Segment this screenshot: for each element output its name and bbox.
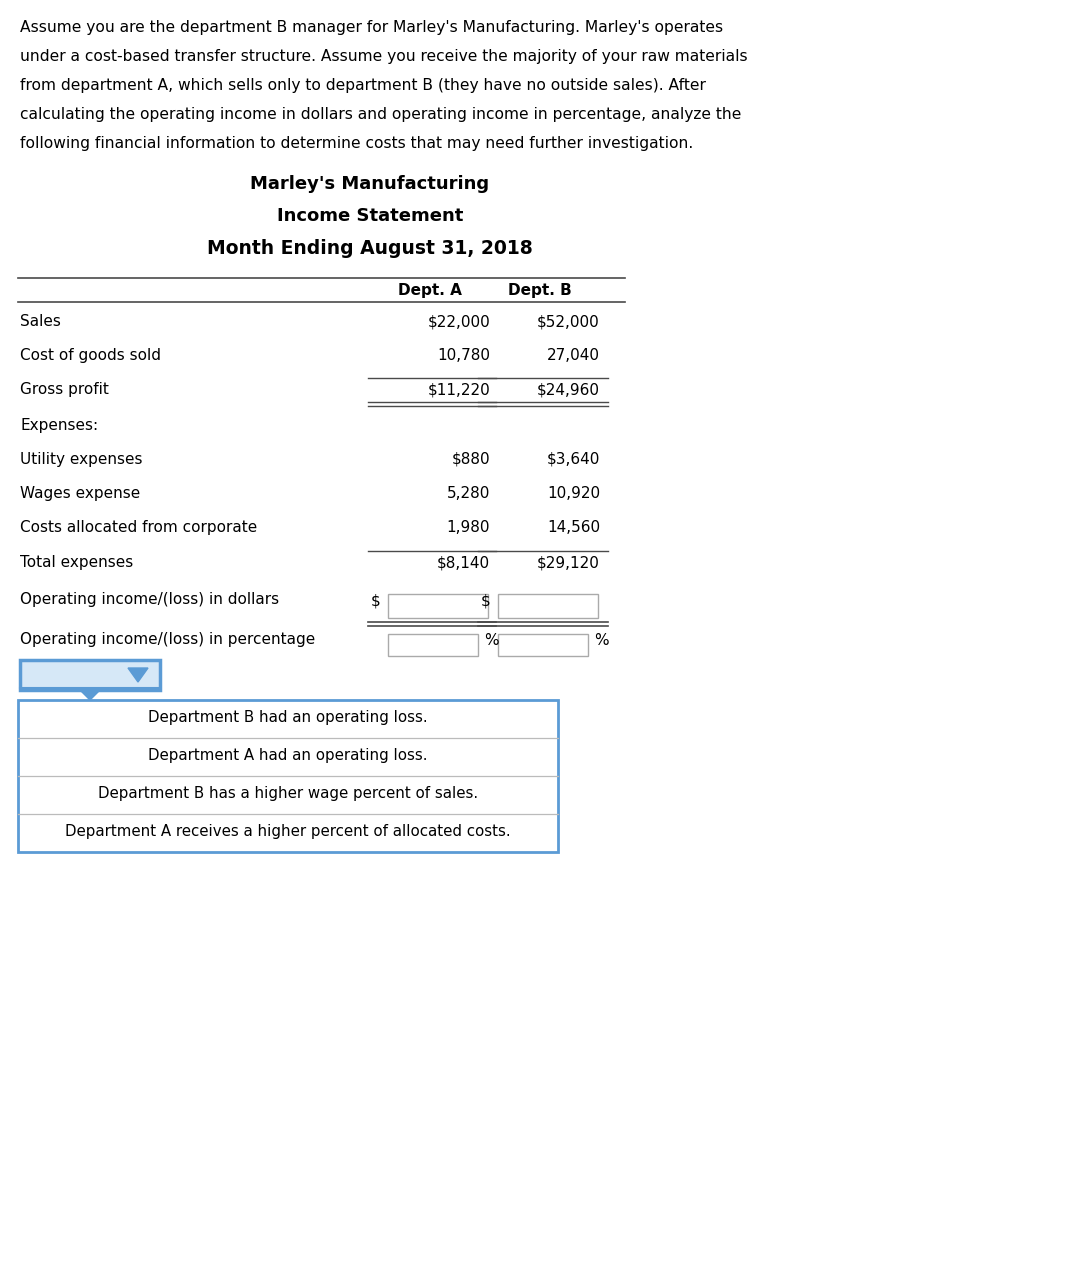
Text: Department B has a higher wage percent of sales.: Department B has a higher wage percent o…: [98, 786, 478, 801]
Text: Dept. A: Dept. A: [398, 283, 462, 298]
Text: calculating the operating income in dollars and operating income in percentage, : calculating the operating income in doll…: [20, 107, 742, 122]
Text: $29,120: $29,120: [538, 555, 600, 570]
Bar: [498, 594, 598, 618]
Text: 10,920: 10,920: [547, 486, 600, 500]
FancyBboxPatch shape: [18, 700, 558, 852]
Text: %: %: [594, 632, 608, 648]
Text: 1,980: 1,980: [446, 519, 490, 535]
Text: Costs allocated from corporate: Costs allocated from corporate: [20, 519, 257, 535]
Text: Department A receives a higher percent of allocated costs.: Department A receives a higher percent o…: [66, 824, 511, 839]
Text: $: $: [370, 593, 379, 608]
Text: Operating income/(loss) in dollars: Operating income/(loss) in dollars: [20, 592, 280, 607]
Text: Marley's Manufacturing: Marley's Manufacturing: [250, 175, 489, 193]
Text: $: $: [481, 593, 490, 608]
Text: Expenses:: Expenses:: [20, 418, 98, 433]
Text: $11,220: $11,220: [427, 382, 490, 398]
Text: 14,560: 14,560: [547, 519, 600, 535]
Polygon shape: [128, 668, 148, 682]
Bar: [388, 634, 478, 657]
Text: following financial information to determine costs that may need further investi: following financial information to deter…: [20, 136, 693, 151]
Text: Wages expense: Wages expense: [20, 486, 140, 500]
Text: under a cost-based transfer structure. Assume you receive the majority of your r: under a cost-based transfer structure. A…: [20, 50, 747, 64]
Text: $3,640: $3,640: [546, 452, 600, 467]
Text: $8,140: $8,140: [436, 555, 490, 570]
Text: $880: $880: [452, 452, 490, 467]
Text: Dept. B: Dept. B: [508, 283, 572, 298]
Text: from department A, which sells only to department B (they have no outside sales): from department A, which sells only to d…: [20, 77, 706, 93]
Text: Cost of goods sold: Cost of goods sold: [20, 348, 161, 363]
Text: 10,780: 10,780: [438, 348, 490, 363]
Bar: [388, 594, 488, 618]
Text: Total expenses: Total expenses: [20, 555, 133, 570]
Text: Month Ending August 31, 2018: Month Ending August 31, 2018: [207, 239, 533, 258]
Text: Department A had an operating loss.: Department A had an operating loss.: [148, 748, 428, 763]
Text: $22,000: $22,000: [427, 314, 490, 329]
Text: Sales: Sales: [20, 314, 61, 329]
Text: %: %: [484, 632, 499, 648]
Text: Department B had an operating loss.: Department B had an operating loss.: [148, 710, 428, 725]
Text: Gross profit: Gross profit: [20, 382, 109, 398]
Text: 27,040: 27,040: [547, 348, 600, 363]
Text: $24,960: $24,960: [538, 382, 600, 398]
Text: Operating income/(loss) in percentage: Operating income/(loss) in percentage: [20, 632, 315, 646]
Text: Income Statement: Income Statement: [277, 207, 463, 225]
FancyBboxPatch shape: [20, 660, 160, 690]
Text: 5,280: 5,280: [446, 486, 490, 500]
Text: Assume you are the department B manager for Marley's Manufacturing. Marley's ope: Assume you are the department B manager …: [20, 20, 723, 36]
Text: $52,000: $52,000: [538, 314, 600, 329]
Polygon shape: [80, 690, 100, 700]
Text: Utility expenses: Utility expenses: [20, 452, 143, 467]
Bar: [498, 634, 588, 657]
